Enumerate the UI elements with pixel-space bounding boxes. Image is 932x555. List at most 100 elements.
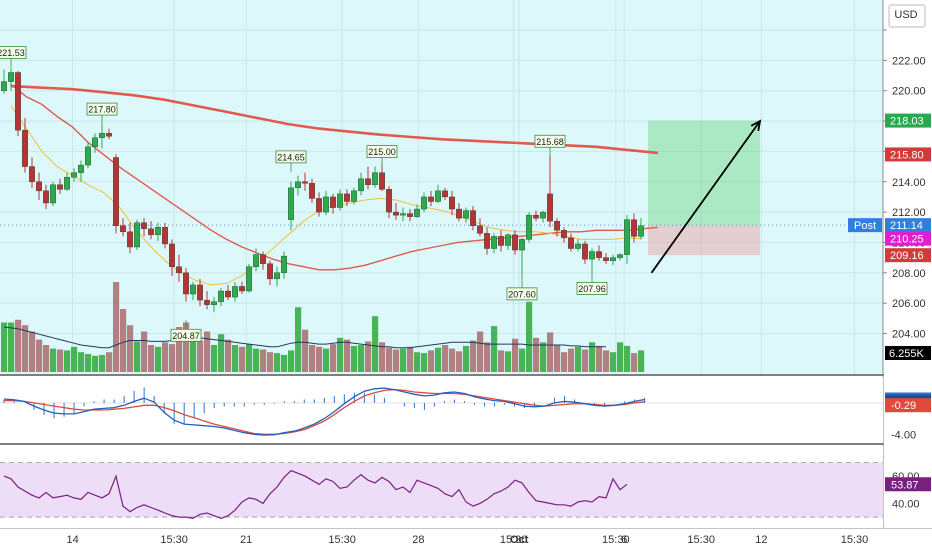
candle [113, 154, 119, 234]
volume-bar [36, 339, 43, 372]
candle [43, 184, 49, 210]
candle-body [491, 236, 497, 249]
candle [295, 175, 301, 196]
volume-bar [148, 345, 155, 372]
volume-bar [85, 354, 92, 372]
volume-bar [127, 325, 134, 372]
volume-bar [540, 342, 547, 372]
candle-body [43, 190, 49, 204]
candle-body [281, 255, 287, 274]
arrow-shaft [650, 120, 761, 274]
volume-bar [477, 331, 484, 372]
axis-price-tag: 211.14 Post [848, 218, 931, 233]
volume-bar [358, 345, 365, 372]
candle-body [533, 214, 539, 219]
candle [22, 118, 28, 173]
candle-body [449, 196, 455, 210]
volume-bar [183, 322, 190, 372]
candle [554, 218, 560, 237]
axis-price-tag-text: 209.16 [890, 250, 924, 262]
currency-box [888, 4, 926, 28]
volume-bar [351, 345, 358, 372]
candle-body [8, 72, 14, 82]
price-axis-background [884, 0, 932, 528]
candle-body [442, 190, 448, 198]
volume-bar [8, 322, 15, 372]
volume-bar [309, 345, 316, 372]
candle-body [344, 193, 350, 202]
candle [484, 227, 490, 255]
candle [526, 212, 532, 243]
candle-body [330, 196, 336, 208]
candle-body [85, 146, 91, 166]
candle [470, 206, 476, 231]
volume-bar [78, 352, 85, 372]
candle-body [36, 181, 42, 192]
candle [99, 124, 105, 149]
axis-price-tag-box [885, 113, 931, 128]
volume-bar [323, 348, 330, 372]
macd-line [3, 387, 645, 436]
candle-body [204, 299, 210, 305]
profit-zone [648, 120, 760, 226]
candle-body [575, 243, 581, 249]
candle-body [617, 254, 623, 258]
candle-body [561, 230, 567, 239]
volume-bar [260, 349, 267, 372]
volume-bar [365, 341, 372, 372]
volume-bar [512, 338, 519, 372]
candle-body [554, 221, 560, 231]
price-axis[interactable]: 222.00220.00218.00216.00214.00212.00210.… [848, 0, 932, 528]
candle-body [547, 193, 553, 222]
volume-bar [155, 346, 162, 372]
candle-body [169, 243, 175, 267]
candle [372, 166, 378, 188]
volume-bar [386, 347, 393, 372]
volume-bar [547, 332, 554, 372]
candle-body [134, 222, 140, 248]
volume-bar [344, 339, 351, 372]
candle [225, 284, 231, 301]
candle [498, 230, 504, 252]
volume-bar [575, 346, 582, 372]
rsi-band [0, 462, 883, 518]
candle [71, 168, 77, 182]
candle [624, 215, 630, 264]
volume-bars [1, 282, 645, 372]
candle-body [239, 286, 245, 292]
candle [610, 254, 616, 266]
volume-bar [435, 347, 442, 372]
candle-body [218, 290, 224, 302]
candle-body [57, 184, 63, 190]
rsi-value-box [885, 477, 931, 492]
candle-body [246, 266, 252, 292]
volume-bar [596, 345, 603, 372]
volume-bar [631, 353, 638, 372]
candle [218, 287, 224, 307]
volume-bar [554, 345, 561, 372]
rsi-tick-label: 40.00 [892, 498, 920, 510]
trend-arrow-drawing[interactable] [650, 119, 762, 274]
price-label-text: 217.80 [88, 105, 116, 115]
candle [78, 160, 84, 182]
candle-body [610, 257, 616, 261]
volume-bar [463, 345, 470, 372]
volume-bar [414, 352, 421, 372]
long-position-tool[interactable] [0, 120, 883, 256]
candle-body [477, 225, 483, 234]
candle-body [351, 190, 357, 202]
candle-body [526, 214, 532, 240]
volume-bar [71, 346, 78, 372]
volume-bar [169, 344, 176, 372]
candle-body [64, 176, 70, 190]
candle-body [309, 183, 315, 199]
candle-body [316, 198, 322, 213]
candle [589, 248, 595, 274]
candle [407, 209, 413, 222]
candle [64, 172, 70, 191]
candle [176, 254, 182, 282]
candle [603, 253, 609, 264]
